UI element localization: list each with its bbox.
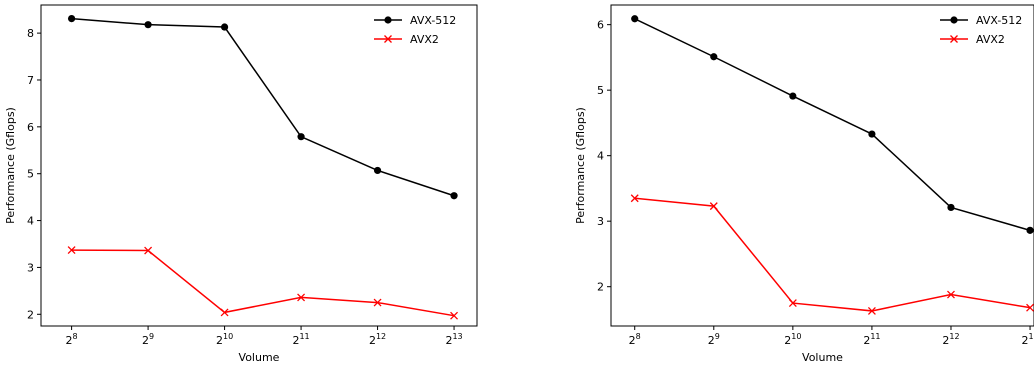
y-tick-label: 3: [27, 261, 34, 274]
y-tick-label: 4: [597, 150, 604, 163]
data-point: [144, 21, 152, 29]
x-tick-label-exponent: 10: [791, 332, 801, 341]
data-point: [788, 299, 797, 308]
legend-label: AVX2: [976, 33, 1005, 46]
legend-marker: [384, 35, 392, 43]
data-point: [867, 306, 876, 315]
legend-entry: AVX-512: [940, 14, 1022, 27]
data-point: [1026, 303, 1034, 312]
legend-entry: AVX2: [940, 33, 1005, 46]
data-point: [710, 53, 718, 61]
y-tick-label: 8: [27, 27, 34, 40]
data-point: [631, 15, 639, 23]
x-tick-label: 28: [66, 332, 78, 347]
y-tick-label: 5: [27, 168, 34, 181]
legend-marker: [950, 35, 958, 43]
data-point: [947, 290, 955, 299]
data-point: [450, 192, 458, 200]
data-point: [220, 23, 229, 31]
x-tick-label-base: 2: [66, 334, 73, 347]
data-point: [868, 130, 876, 138]
x-tick-label: 210: [784, 332, 801, 347]
data-point: [947, 203, 955, 212]
data-point: [789, 92, 797, 100]
series-line-avx-512: [71, 17, 455, 197]
x-tick-label: 213: [445, 332, 462, 347]
x-tick-label-base: 2: [863, 334, 870, 347]
data-point: [67, 14, 76, 23]
data-point: [67, 246, 76, 255]
x-tick-label-exponent: 13: [452, 332, 462, 341]
x-tick-label: 210: [216, 332, 233, 347]
legend-label: AVX-512: [976, 14, 1022, 27]
x-tick-label-exponent: 9: [149, 332, 154, 341]
x-tick-label-base: 2: [784, 334, 791, 347]
plot-frame: [40, 4, 478, 327]
series-line-avx2: [634, 197, 1031, 312]
y-tick-label: 5: [597, 84, 604, 97]
y-axis-label: Performance (Gflops): [574, 107, 587, 224]
data-point: [709, 202, 718, 211]
x-tick-label-exponent: 9: [715, 332, 720, 341]
y-tick-label: 3: [597, 215, 604, 228]
series-line-avx-512: [634, 18, 1031, 232]
x-tick-label-base: 2: [142, 334, 149, 347]
data-point: [1026, 226, 1034, 234]
x-tick-label: 211: [863, 332, 880, 347]
data-point: [297, 293, 306, 302]
x-tick-label-exponent: 11: [870, 332, 880, 341]
data-point: [630, 194, 639, 203]
y-tick-label: 7: [27, 74, 34, 87]
x-tick-label-exponent: 11: [299, 332, 309, 341]
data-point: [373, 298, 382, 307]
x-tick-label-exponent: 13: [1028, 332, 1034, 341]
plot-frame: [610, 4, 1034, 327]
x-tick-label-base: 2: [629, 334, 636, 347]
data-point: [450, 311, 459, 320]
x-tick-label-base: 2: [1021, 334, 1028, 347]
x-tick-label-exponent: 12: [376, 332, 386, 341]
data-point: [297, 133, 305, 141]
x-tick-label: 212: [369, 332, 386, 347]
data-point: [373, 166, 382, 175]
x-tick-label-exponent: 10: [223, 332, 233, 341]
x-axis-label: Volume: [239, 351, 280, 364]
x-tick-label: 211: [292, 332, 309, 347]
data-point: [144, 246, 153, 255]
x-tick-label-base: 2: [292, 334, 299, 347]
legend-marker: [384, 16, 392, 24]
y-tick-label: 6: [597, 19, 604, 32]
x-tick-label-base: 2: [708, 334, 715, 347]
legend-label: AVX-512: [410, 14, 456, 27]
x-tick-label-base: 2: [942, 334, 949, 347]
x-axis-label: Volume: [802, 351, 843, 364]
y-tick-label: 2: [597, 281, 604, 294]
x-tick-label: 28: [629, 332, 641, 347]
legend-entry: AVX2: [374, 33, 439, 46]
x-tick-label-base: 2: [369, 334, 376, 347]
chart-right: 234562829210211212213VolumePerformance (…: [574, 4, 1034, 364]
x-tick-label-exponent: 8: [73, 332, 78, 341]
legend-entry: AVX-512: [374, 14, 456, 27]
x-tick-label: 213: [1021, 332, 1034, 347]
data-point: [220, 308, 229, 317]
x-tick-label-exponent: 8: [636, 332, 641, 341]
legend-label: AVX2: [410, 33, 439, 46]
x-tick-label-base: 2: [445, 334, 452, 347]
y-tick-label: 4: [27, 215, 34, 228]
y-tick-label: 2: [27, 308, 34, 321]
x-tick-label-exponent: 12: [949, 332, 959, 341]
legend-marker: [950, 16, 958, 24]
x-tick-label: 212: [942, 332, 959, 347]
x-tick-label: 29: [142, 332, 154, 347]
series-line-avx2: [71, 249, 455, 317]
y-axis-label: Performance (Gflops): [4, 107, 17, 224]
x-tick-label: 29: [708, 332, 720, 347]
x-tick-label-base: 2: [216, 334, 223, 347]
y-tick-label: 6: [27, 121, 34, 134]
